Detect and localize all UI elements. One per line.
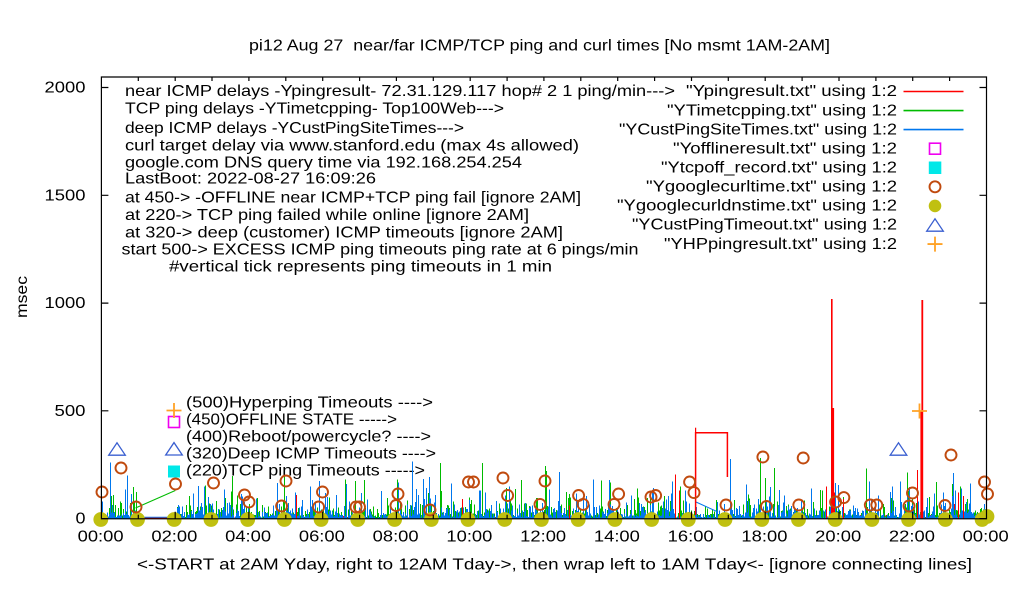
svg-text:2000: 2000 (45, 80, 86, 97)
svg-text:msec: msec (14, 276, 31, 318)
svg-text:(320)Deep ICMP Timeouts ---->: (320)Deep ICMP Timeouts ----> (186, 446, 436, 463)
svg-text:10:00: 10:00 (446, 529, 492, 546)
svg-text:(500)Hyperping Timeouts ---->: (500)Hyperping Timeouts ----> (186, 395, 433, 412)
svg-text:1500: 1500 (45, 187, 86, 204)
svg-text:12:00: 12:00 (520, 529, 566, 546)
svg-text:00:00: 00:00 (78, 529, 124, 546)
svg-text:"Ypingresult.txt" using 1:2: "Ypingresult.txt" using 1:2 (686, 83, 897, 100)
svg-text:near ICMP delays -Ypingresult-: near ICMP delays -Ypingresult- 72.31.129… (125, 83, 675, 100)
svg-text:at 450-> -OFFLINE near ICMP+TC: at 450-> -OFFLINE near ICMP+TCP ping fai… (125, 190, 581, 207)
svg-text:at 320-> deep (customer) ICMP: at 320-> deep (customer) ICMP timeouts [… (125, 225, 563, 242)
svg-text:(450)OFFLINE STATE ----->: (450)OFFLINE STATE -----> (186, 412, 397, 429)
svg-text:20:00: 20:00 (815, 529, 861, 546)
svg-text:deep ICMP delays -YCustPingSit: deep ICMP delays -YCustPingSiteTimes---> (125, 120, 464, 137)
svg-text:00:00: 00:00 (963, 529, 1009, 546)
svg-text:"Ygooglecurltime.txt" using 1:: "Ygooglecurltime.txt" using 1:2 (646, 179, 897, 196)
svg-text:14:00: 14:00 (594, 529, 640, 546)
svg-text:(400)Reboot/powercycle? ---->: (400)Reboot/powercycle? ----> (186, 429, 431, 446)
svg-text:"Ygooglecurldnstime.txt" using: "Ygooglecurldnstime.txt" using 1:2 (617, 198, 897, 215)
svg-text:08:00: 08:00 (373, 529, 419, 546)
svg-text:1000: 1000 (45, 295, 86, 312)
svg-text:pi12 Aug 27 near/far ICMP/TCP: pi12 Aug 27 near/far ICMP/TCP ping and c… (249, 38, 830, 55)
svg-text:<-START at 2AM Yday, right to: <-START at 2AM Yday, right to 12AM Tday-… (137, 557, 972, 574)
svg-text:02:00: 02:00 (151, 529, 197, 546)
svg-text:"YCustPingSiteTimes.txt" using: "YCustPingSiteTimes.txt" using 1:2 (619, 121, 897, 138)
svg-text:22:00: 22:00 (889, 529, 935, 546)
svg-text:#vertical tick represents ping: #vertical tick represents ping timeouts … (169, 259, 552, 276)
svg-text:"YTimetcpping.txt" using 1:2: "YTimetcpping.txt" using 1:2 (667, 102, 897, 119)
svg-text:(220)TCP ping Timeouts ----->: (220)TCP ping Timeouts -----> (186, 463, 425, 480)
svg-text:18:00: 18:00 (741, 529, 787, 546)
svg-text:google.com DNS query time via: google.com DNS query time via 192.168.25… (125, 155, 522, 172)
svg-text:"Ytcpoff_record.txt" using 1:2: "Ytcpoff_record.txt" using 1:2 (661, 159, 897, 176)
svg-text:TCP ping delays -YTimetcpping-: TCP ping delays -YTimetcpping- Top100Web… (125, 101, 504, 118)
svg-text:at 220-> TCP ping failed while: at 220-> TCP ping failed while online [i… (125, 207, 529, 224)
svg-text:curl target delay via www.stan: curl target delay via www.stanford.edu (… (125, 138, 579, 155)
svg-text:"Yofflineresult.txt" using 1:2: "Yofflineresult.txt" using 1:2 (673, 140, 897, 157)
svg-text:start 500-> EXCESS ICMP ping t: start 500-> EXCESS ICMP ping timeouts pi… (122, 242, 639, 259)
svg-text:LastBoot: 2022-08-27 16:09:26: LastBoot: 2022-08-27 16:09:26 (125, 171, 376, 188)
svg-text:06:00: 06:00 (299, 529, 345, 546)
svg-text:16:00: 16:00 (668, 529, 714, 546)
svg-text:"YCustPingTimeout.txt" using 1: "YCustPingTimeout.txt" using 1:2 (632, 217, 897, 234)
svg-text:500: 500 (55, 403, 86, 420)
svg-text:0: 0 (76, 511, 86, 528)
svg-text:04:00: 04:00 (225, 529, 271, 546)
svg-text:"YHPpingresult.txt" using 1:2: "YHPpingresult.txt" using 1:2 (664, 236, 897, 253)
